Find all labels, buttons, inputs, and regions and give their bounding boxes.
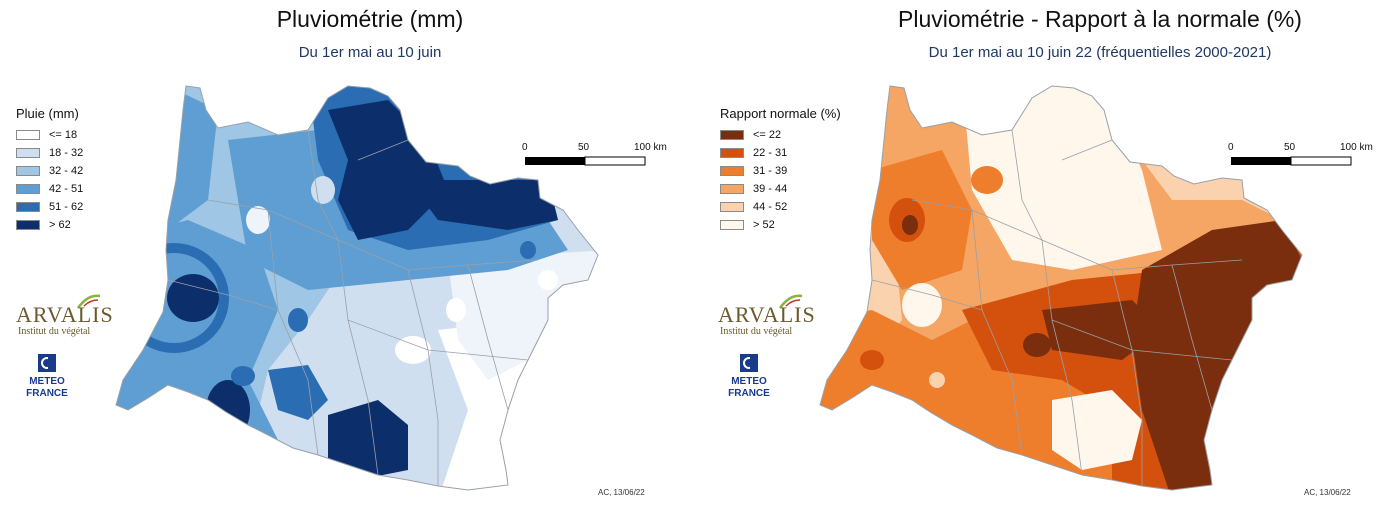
department-borders xyxy=(167,129,539,486)
meteo-france-icon xyxy=(740,354,758,372)
map-footer: AC, 13/06/22 xyxy=(598,488,645,497)
legend-item: 31 - 39 xyxy=(720,164,787,177)
legend-item: 44 - 52 xyxy=(720,200,787,213)
legend-item: <= 22 xyxy=(720,128,781,141)
scale-label-0: 0 xyxy=(1228,142,1234,153)
rainfall-map-panel: Pluviométrie (mm) Du 1er mai au 10 juin … xyxy=(16,6,667,497)
rainfall-map xyxy=(115,85,599,491)
scale-label-50: 50 xyxy=(578,142,590,153)
legend-item: 51 - 62 xyxy=(16,200,83,213)
legend-swatch xyxy=(720,129,744,140)
legend-label: 32 - 42 xyxy=(49,164,84,177)
meteo-line-1: METEO xyxy=(731,376,767,387)
legend-swatch xyxy=(16,165,40,176)
map-subtitle: Du 1er mai au 10 juin xyxy=(298,44,442,61)
legend-label: <= 22 xyxy=(753,128,782,141)
map-footer: AC, 13/06/22 xyxy=(1304,488,1351,497)
legend-label: > 52 xyxy=(753,218,775,231)
legend-item: 18 - 32 xyxy=(16,146,83,159)
rainfall-zones xyxy=(116,86,598,490)
arvalis-tagline: Institut du végétal xyxy=(720,326,793,337)
legend-label: > 62 xyxy=(49,218,71,231)
legend-item: > 52 xyxy=(720,218,775,231)
meteo-france-icon xyxy=(38,354,56,372)
meteo-line-2: FRANCE xyxy=(728,388,770,399)
legend-label: 51 - 62 xyxy=(49,200,84,213)
legend-title: Pluie (mm) xyxy=(16,106,79,121)
map-subtitle: Du 1er mai au 10 juin 22 (fréquentielles… xyxy=(928,44,1272,61)
map-title: Pluviométrie (mm) xyxy=(276,6,464,32)
arvalis-name: ARVALIS xyxy=(718,302,816,327)
arvalis-name: ARVALIS xyxy=(16,302,114,327)
legend-swatch xyxy=(16,129,40,140)
legend-title: Rapport normale (%) xyxy=(720,106,841,121)
legend-item: > 62 xyxy=(16,218,71,231)
scale-label-0: 0 xyxy=(522,142,528,153)
meteo-line-2: FRANCE xyxy=(26,388,68,399)
scale-bar-graphic xyxy=(1231,156,1352,166)
legend-item: 39 - 44 xyxy=(720,182,787,195)
scale-bar-graphic xyxy=(525,156,646,166)
ratio-zones xyxy=(820,86,1302,490)
legend-label: <= 18 xyxy=(49,128,78,141)
legend-label: 39 - 44 xyxy=(753,182,788,195)
arvalis-tagline: Institut du végétal xyxy=(18,326,91,337)
legend-swatch xyxy=(720,183,744,194)
legend-item: 42 - 51 xyxy=(16,182,83,195)
department-borders xyxy=(871,129,1243,486)
map-title: Pluviométrie - Rapport à la normale (%) xyxy=(898,6,1302,32)
wheat-icon xyxy=(76,294,101,309)
normal-ratio-map-panel: Pluviométrie - Rapport à la normale (%) … xyxy=(700,0,1400,528)
legend-label: 44 - 52 xyxy=(753,200,788,213)
legend-swatch xyxy=(720,201,744,212)
scale-label-100: 100 km xyxy=(1340,142,1373,153)
wheat-icon xyxy=(778,294,803,309)
normal-ratio-map xyxy=(819,85,1303,491)
legend-label: 22 - 31 xyxy=(753,146,788,159)
legend-item: <= 18 xyxy=(16,128,77,141)
legend-swatch xyxy=(720,165,744,176)
legend-swatch xyxy=(16,219,40,230)
legend-label: 42 - 51 xyxy=(49,182,84,195)
legend-swatch xyxy=(16,147,40,158)
legend-swatch xyxy=(720,219,744,230)
legend-item: 22 - 31 xyxy=(720,146,787,159)
legend-label: 18 - 32 xyxy=(49,146,84,159)
legend-swatch xyxy=(16,183,40,194)
legend-item: 32 - 42 xyxy=(16,164,83,177)
scale-label-50: 50 xyxy=(1284,142,1296,153)
legend-label: 31 - 39 xyxy=(753,164,788,177)
legend-swatch xyxy=(16,201,40,212)
meteo-line-1: METEO xyxy=(29,376,65,387)
legend-swatch xyxy=(720,147,744,158)
scale-label-100: 100 km xyxy=(634,142,667,153)
